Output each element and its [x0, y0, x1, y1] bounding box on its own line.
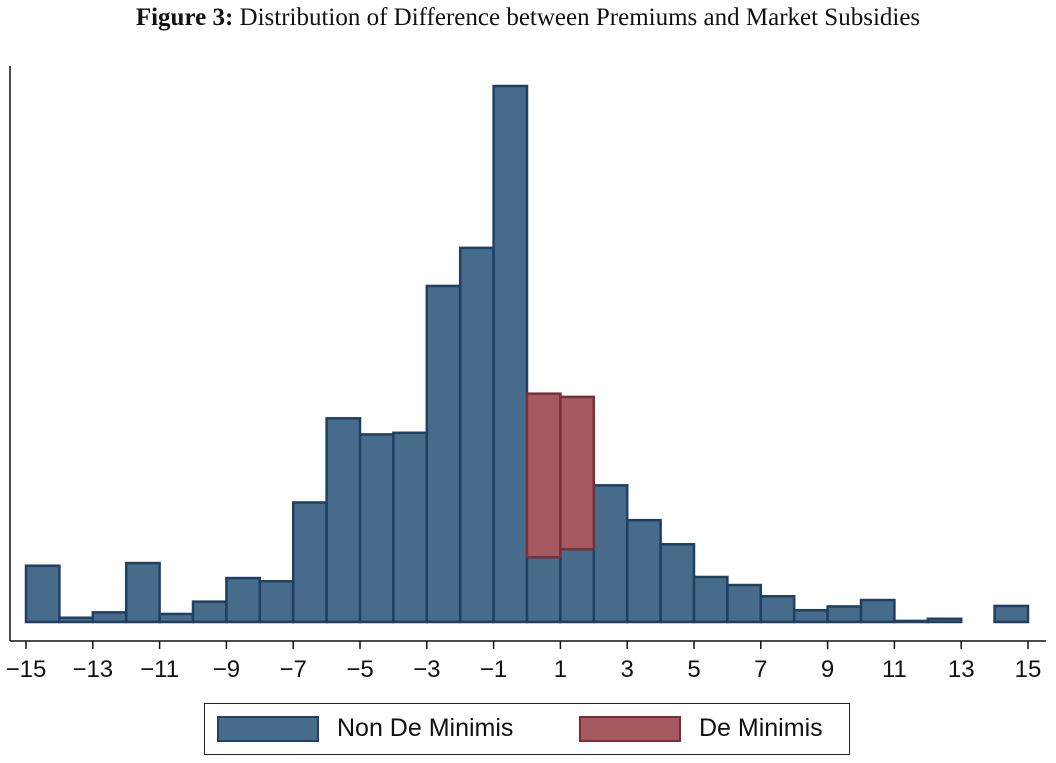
- bar-de-minimis: [525, 392, 562, 559]
- axes-layer: [9, 66, 1046, 642]
- bar-non-de-minimis: [458, 246, 495, 624]
- bar-non-de-minimis: [659, 543, 696, 624]
- x-ticks-layer: −15 −13 −11 −9 −7 −5 −3 −1 1 3 5 7 9 11 13 15: [6, 641, 1042, 683]
- chart-title: Figure 3: Distribution of Difference bet…: [0, 4, 1056, 32]
- bar-non-de-minimis: [492, 84, 529, 624]
- bar-non-de-minimis: [225, 576, 262, 624]
- bar-non-de-minimis: [859, 598, 896, 624]
- bar-non-de-minimis: [625, 518, 662, 624]
- x-tick-label: −5: [346, 656, 373, 683]
- x-tick-label: −13: [72, 656, 113, 683]
- x-tick-label: −1: [480, 656, 507, 683]
- bar-non-de-minimis: [792, 608, 829, 624]
- x-tick-label: 7: [754, 656, 767, 683]
- bar-non-de-minimis: [58, 616, 95, 624]
- x-tick-label: −15: [6, 656, 47, 683]
- legend-swatch-de-minimis: [579, 715, 681, 742]
- chart-title-bold: Figure 3:: [135, 4, 234, 31]
- histogram-chart: −15 −13 −11 −9 −7 −5 −3 −1 1 3 5 7 9 11 13 15: [6, 66, 1046, 683]
- x-tick-label: 1: [554, 656, 567, 683]
- x-tick-label: 5: [687, 656, 700, 683]
- legend-label-non-de-minimis: Non De Minimis: [337, 714, 514, 742]
- bar-non-de-minimis: [325, 417, 362, 624]
- chart-title-text: Distribution of Difference between Premi…: [233, 4, 921, 31]
- bar-de-minimis: [559, 395, 596, 551]
- bar-non-de-minimis: [759, 595, 796, 624]
- bar-non-de-minimis: [926, 617, 963, 624]
- legend-item-de-minimis: De Minimis: [579, 714, 823, 743]
- bar-non-de-minimis: [291, 501, 328, 624]
- x-tick-label: −9: [213, 656, 240, 683]
- legend: Non De Minimis De Minimis: [204, 703, 850, 755]
- bar-non-de-minimis: [525, 555, 562, 624]
- bar-non-de-minimis: [392, 431, 429, 624]
- legend-item-non-de-minimis: Non De Minimis: [217, 714, 513, 743]
- bar-non-de-minimis: [559, 547, 596, 624]
- bar-non-de-minimis: [24, 564, 61, 624]
- x-tick-label: 13: [948, 656, 975, 683]
- bar-non-de-minimis: [358, 433, 395, 624]
- bar-non-de-minimis: [692, 575, 729, 624]
- x-tick-label: 9: [821, 656, 834, 683]
- bar-non-de-minimis: [258, 580, 295, 624]
- x-tick-label: −3: [413, 656, 440, 683]
- bar-non-de-minimis: [158, 612, 195, 624]
- x-tick-label: −7: [280, 656, 307, 683]
- legend-label-de-minimis: De Minimis: [699, 714, 823, 742]
- bar-non-de-minimis: [425, 284, 462, 624]
- bar-non-de-minimis: [191, 600, 228, 624]
- bar-non-de-minimis: [826, 605, 863, 624]
- x-tick-label: −11: [140, 656, 179, 683]
- bars-layer: [24, 84, 1030, 624]
- x-tick-label: 3: [621, 656, 634, 683]
- bar-non-de-minimis: [993, 604, 1030, 624]
- bar-non-de-minimis: [592, 484, 629, 624]
- bar-non-de-minimis: [893, 619, 930, 624]
- legend-swatch-non-de-minimis: [217, 715, 319, 742]
- bar-non-de-minimis: [124, 561, 161, 624]
- x-tick-label: 15: [1015, 656, 1042, 683]
- x-tick-label: 11: [882, 656, 907, 683]
- bar-non-de-minimis: [726, 583, 763, 624]
- bar-non-de-minimis: [91, 611, 128, 624]
